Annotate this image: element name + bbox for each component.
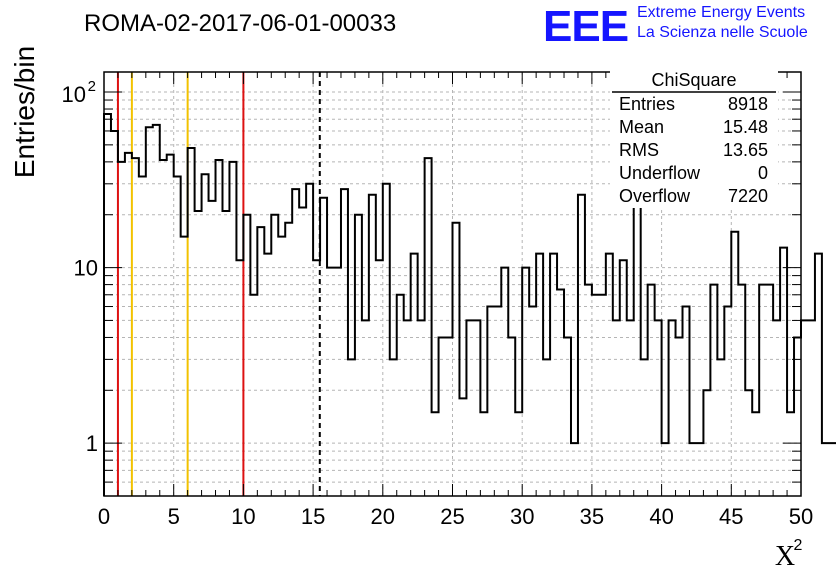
x-tick-label: 25 xyxy=(440,504,464,529)
stats-label: Underflow xyxy=(619,163,701,183)
x-axis-label-exponent: 2 xyxy=(794,537,803,554)
stats-label: Entries xyxy=(619,94,675,114)
stats-label: Overflow xyxy=(619,186,691,206)
stats-value: 15.48 xyxy=(723,117,768,137)
y-axis-label: Entries/bin xyxy=(9,46,40,178)
logo-subtitle-1: Extreme Energy Events xyxy=(637,4,806,21)
x-tick-label: 45 xyxy=(719,504,743,529)
x-tick-label: 20 xyxy=(371,504,395,529)
stats-value: 7220 xyxy=(728,186,768,206)
x-tick-label: 50 xyxy=(789,504,813,529)
x-tick-label: 40 xyxy=(649,504,673,529)
y-tick-label: 10 xyxy=(74,256,98,281)
logo-subtitle-2: La Scienza nelle Scuole xyxy=(637,24,808,41)
stats-label: Mean xyxy=(619,117,664,137)
y-tick-label: 10 xyxy=(62,82,86,107)
x-axis-label: X xyxy=(775,541,795,572)
stats-value: 8918 xyxy=(728,94,768,114)
stats-value: 13.65 xyxy=(723,140,768,160)
histogram-series xyxy=(103,112,836,496)
run-title: ROMA-02-2017-06-01-00033 xyxy=(84,10,397,37)
stats-value: 0 xyxy=(758,163,768,183)
stats-label: RMS xyxy=(619,140,659,160)
x-tick-label: 35 xyxy=(580,504,604,529)
stats-title: ChiSquare xyxy=(651,70,736,90)
eee-logo: EEE xyxy=(543,2,629,51)
x-tick-label: 10 xyxy=(231,504,255,529)
y-tick-label: 1 xyxy=(86,431,98,456)
x-tick-label: 5 xyxy=(168,504,180,529)
y-tick-label-exponent: 2 xyxy=(88,78,96,95)
x-tick-label: 0 xyxy=(98,504,110,529)
x-tick-label: 30 xyxy=(510,504,534,529)
x-tick-label: 15 xyxy=(301,504,325,529)
